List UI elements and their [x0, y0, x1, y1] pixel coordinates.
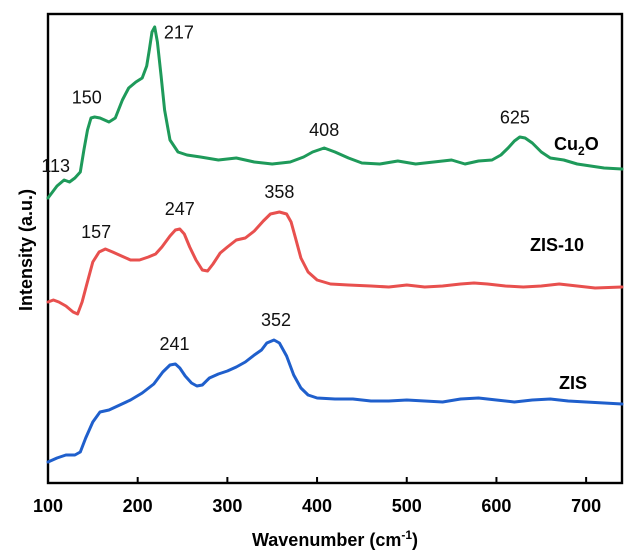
- peak-labels: 113 150 217 408 625 157 247 358 241 352: [41, 22, 530, 354]
- peak-label-241: 241: [159, 334, 189, 354]
- series-line-zis: [46, 338, 624, 464]
- plot-frame: [46, 12, 624, 485]
- x-tick-label: 500: [392, 496, 422, 516]
- series-line-cu2o: [46, 25, 624, 200]
- peak-label-352: 352: [261, 310, 291, 330]
- x-axis-title: Wavenumber (cm-1): [252, 528, 418, 550]
- x-tick-label: 100: [33, 496, 63, 516]
- series-label-zis: ZIS: [559, 373, 587, 393]
- peak-label-113: 113: [41, 156, 70, 176]
- peak-label-150: 150: [72, 88, 102, 108]
- peak-label-217: 217: [164, 22, 194, 42]
- y-axis-title: Intensity (a.u.): [16, 189, 36, 311]
- series-label-zis-10: ZIS-10: [530, 235, 584, 255]
- x-tick-label: 700: [571, 496, 601, 516]
- peak-label-358: 358: [264, 182, 294, 202]
- series-label-cu2o: Cu2O: [554, 134, 599, 158]
- x-tick-label: 600: [481, 496, 511, 516]
- peak-label-408: 408: [309, 120, 339, 140]
- peak-label-157: 157: [81, 222, 111, 242]
- x-tick-label: 300: [212, 496, 242, 516]
- peak-label-625: 625: [500, 108, 530, 128]
- x-axis-ticks: 100 200 300 400 500 600 700: [33, 477, 601, 516]
- x-tick-label: 400: [302, 496, 332, 516]
- series-layer: [46, 25, 624, 464]
- series-line-zis-10: [46, 210, 624, 316]
- peak-label-247: 247: [165, 199, 195, 219]
- x-tick-label: 200: [123, 496, 153, 516]
